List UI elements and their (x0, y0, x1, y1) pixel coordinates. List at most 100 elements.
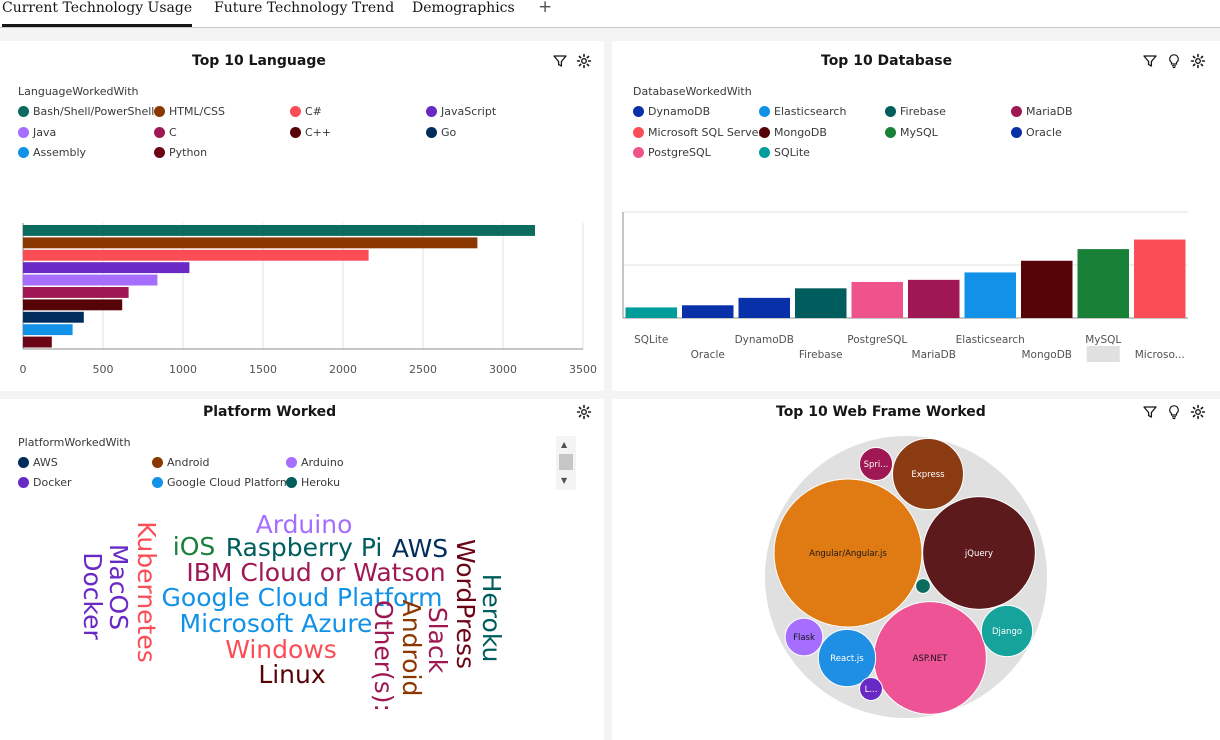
scroll-down-arrow-icon[interactable]: ▼ (561, 476, 568, 485)
bar-microso[interactable] (1134, 239, 1186, 318)
bubble-django[interactable] (980, 604, 1034, 658)
word-android[interactable]: Android (397, 600, 426, 697)
word-docker[interactable]: Docker (78, 552, 107, 640)
bar-go[interactable] (23, 311, 84, 323)
word-linux[interactable]: Linux (258, 660, 325, 689)
tab-demographics[interactable]: Demographics (412, 0, 515, 16)
platform-legend-item-android[interactable]: Android (152, 456, 210, 469)
language-legend-item-python[interactable]: Python (154, 146, 207, 159)
database-legend-item-elasticsearch[interactable]: Elasticsearch (759, 105, 846, 118)
language-legend-item-assembly[interactable]: Assembly (18, 146, 86, 159)
database-legend-item-oracle[interactable]: Oracle (1011, 126, 1062, 139)
bar-postgresql[interactable] (851, 281, 904, 318)
legend-swatch-icon (633, 106, 644, 117)
legend-swatch-icon (152, 477, 163, 488)
bar-c[interactable] (23, 249, 369, 261)
bubble-angular-angular-js[interactable] (773, 478, 923, 628)
legend-scrollbar[interactable]: ▲ ▼ (556, 436, 576, 490)
language-legend-title: LanguageWorkedWith (18, 85, 139, 98)
bar-html-css[interactable] (23, 237, 478, 249)
word-ibm-cloud-or-watson[interactable]: IBM Cloud or Watson (186, 558, 445, 587)
platform-legend-item-heroku[interactable]: Heroku (286, 476, 340, 489)
language-legend-item-c[interactable]: C (154, 126, 177, 139)
word-arduino[interactable]: Arduino (256, 510, 353, 539)
bubble-spri[interactable] (858, 446, 894, 482)
word-other-s[interactable]: Other(s): (369, 600, 398, 712)
add-tab-button[interactable]: + (538, 0, 553, 17)
settings-icon[interactable] (1190, 404, 1206, 420)
platform-legend-item-arduino[interactable]: Arduino (286, 456, 344, 469)
database-legend-item-sqlite[interactable]: SQLite (759, 146, 810, 159)
bubble-express[interactable] (892, 438, 964, 510)
word-kubernetes[interactable]: Kubernetes (132, 521, 161, 663)
database-legend-item-mysql[interactable]: MySQL (885, 126, 938, 139)
bar-c[interactable] (23, 299, 123, 311)
platform-legend-item-aws[interactable]: AWS (18, 456, 58, 469)
settings-icon[interactable] (576, 53, 592, 69)
platform-legend-item-docker[interactable]: Docker (18, 476, 72, 489)
bar-oracle[interactable] (682, 305, 734, 318)
database-legend-item-firebase[interactable]: Firebase (885, 105, 946, 118)
word-heroku[interactable]: Heroku (477, 574, 506, 663)
bubble-unlabeled[interactable] (915, 578, 931, 594)
tab-future-technology-trend[interactable]: Future Technology Trend (214, 0, 395, 16)
language-legend-item-javascript[interactable]: JavaScript (426, 105, 496, 118)
settings-icon[interactable] (1190, 53, 1206, 69)
word-macos[interactable]: MacOS (104, 544, 133, 630)
database-legend-item-postgresql[interactable]: PostgreSQL (633, 146, 711, 159)
database-legend-item-dynamodb[interactable]: DynamoDB (633, 105, 710, 118)
word-raspberry-pi[interactable]: Raspberry Pi (226, 533, 383, 562)
word-microsoft-azure[interactable]: Microsoft Azure (180, 609, 373, 638)
bar-javascript[interactable] (23, 262, 190, 274)
filter-icon[interactable] (1142, 404, 1158, 420)
lightbulb-icon[interactable] (1166, 53, 1182, 69)
tab-current-technology-usage[interactable]: Current Technology Usage (2, 0, 193, 27)
bar-java[interactable] (23, 274, 158, 286)
x-tick-label: MariaDB (912, 349, 956, 361)
bar-sqlite[interactable] (625, 307, 678, 318)
bar-mariadb[interactable] (908, 279, 960, 318)
bar-dynamodb[interactable] (738, 297, 791, 318)
language-legend-item-c[interactable]: C# (290, 105, 322, 118)
platform-legend-item-google-cloud-platform[interactable]: Google Cloud Platform (152, 476, 291, 489)
webframe-panel-title: Top 10 Web Frame Worked (776, 404, 986, 420)
bar-mongodb[interactable] (1021, 260, 1073, 318)
legend-swatch-icon (286, 457, 297, 468)
bubble-flask[interactable] (784, 617, 824, 657)
bar-bash-shell-powershell[interactable] (23, 225, 535, 236)
x-tick-label: Elasticsearch (956, 334, 1025, 346)
database-legend-item-microsoft-sql-server[interactable]: Microsoft SQL Server (633, 126, 763, 139)
word-google-cloud-platform[interactable]: Google Cloud Platform (162, 583, 443, 612)
language-legend-item-java[interactable]: Java (18, 126, 56, 139)
database-legend-item-mariadb[interactable]: MariaDB (1011, 105, 1073, 118)
bar-elasticsearch[interactable] (964, 272, 1017, 318)
bar-firebase[interactable] (795, 288, 847, 318)
bar-python[interactable] (23, 336, 52, 348)
filter-icon[interactable] (1142, 53, 1158, 69)
bar-assembly[interactable] (23, 324, 73, 336)
word-slack[interactable]: Slack (423, 607, 452, 674)
language-legend-item-bash-shell-powershell[interactable]: Bash/Shell/PowerShell (18, 105, 154, 118)
language-legend-item-go[interactable]: Go (426, 126, 456, 139)
word-wordpress[interactable]: WordPress (451, 539, 480, 669)
settings-icon[interactable] (576, 404, 592, 420)
axis-label-scroll-handle[interactable] (1086, 346, 1120, 362)
database-legend-item-mongodb[interactable]: MongoDB (759, 126, 827, 139)
x-tick-label: DynamoDB (735, 334, 794, 346)
legend-label: HTML/CSS (169, 105, 225, 118)
word-windows[interactable]: Windows (225, 635, 337, 664)
filter-icon[interactable] (552, 53, 568, 69)
bar-c[interactable] (23, 287, 129, 298)
bubble-react-js[interactable] (817, 628, 877, 688)
bar-mysql[interactable] (1077, 249, 1130, 318)
lightbulb-icon[interactable] (1166, 404, 1182, 420)
bubble-jquery[interactable] (922, 496, 1036, 610)
bubble-l[interactable] (859, 677, 883, 701)
language-legend-item-c[interactable]: C++ (290, 126, 331, 139)
language-legend-item-html-css[interactable]: HTML/CSS (154, 105, 225, 118)
legend-swatch-icon (18, 106, 29, 117)
word-aws[interactable]: AWS (392, 534, 448, 563)
scrollbar-thumb[interactable] (559, 454, 573, 470)
scroll-up-arrow-icon[interactable]: ▲ (561, 440, 568, 449)
word-ios[interactable]: iOS (173, 532, 216, 561)
